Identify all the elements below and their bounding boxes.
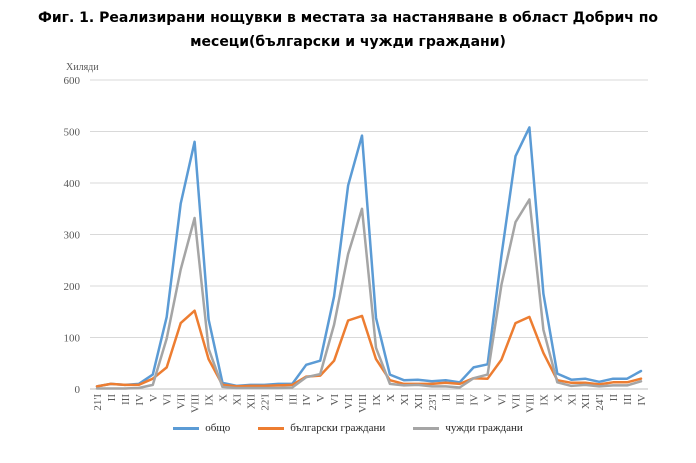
x-tick-label: VIII xyxy=(190,394,202,413)
x-tick-label: XI xyxy=(566,394,578,406)
y-tick-label: 300 xyxy=(64,230,81,242)
x-tick-label: V xyxy=(148,394,160,402)
x-tick-label: II xyxy=(608,394,620,402)
x-tick-label: 24'I xyxy=(594,394,606,411)
legend-swatch-total xyxy=(173,426,200,430)
x-tick-label: II xyxy=(441,394,453,402)
chart-title-line1: Фиг. 1. Реализирани нощувки в местата за… xyxy=(37,10,659,26)
y-tick-label: 0 xyxy=(75,384,81,396)
x-tick-label: III xyxy=(622,394,634,405)
x-tick-label: XI xyxy=(399,394,411,406)
x-tick-label: 23'I xyxy=(427,394,439,411)
x-tick-label: VII xyxy=(510,394,522,410)
y-axis-unit-label: Хиляди xyxy=(66,62,99,73)
x-tick-label: V xyxy=(483,394,495,402)
x-tick-label: XII xyxy=(580,394,592,410)
legend-label-foreign: чужди граждани xyxy=(445,422,523,434)
x-tick-label: VI xyxy=(497,394,509,406)
x-tick-label: XI xyxy=(231,394,243,406)
x-tick-label: III xyxy=(455,394,467,405)
x-tick-label: IV xyxy=(301,394,313,406)
x-tick-label: II xyxy=(106,394,118,402)
legend-swatch-bulgarian xyxy=(258,426,285,430)
x-tick-label: X xyxy=(218,394,230,402)
series-lines xyxy=(95,126,643,390)
y-tick-label: 400 xyxy=(64,178,81,190)
x-tick-label: VI xyxy=(329,394,341,406)
series-line-0 xyxy=(95,126,643,388)
x-tick-label: V xyxy=(315,394,327,402)
x-tick-label: VI xyxy=(162,394,174,406)
y-tick-label: 100 xyxy=(64,333,81,345)
chart-title: Фиг. 1. Реализирани нощувки в местата за… xyxy=(0,6,696,54)
x-tick-label: X xyxy=(385,394,397,402)
y-tick-labels: 0 100 200 300 400 500 600 xyxy=(64,75,81,396)
x-tick-label: VIII xyxy=(357,394,369,413)
series-line-1 xyxy=(95,309,643,388)
x-tick-label: IX xyxy=(371,394,383,406)
x-tick-label: 21'I xyxy=(92,394,104,411)
legend: общо български граждани чужди граждани xyxy=(0,422,696,434)
y-tick-label: 600 xyxy=(64,75,81,87)
x-tick-label: VII xyxy=(343,394,355,410)
x-tick-label: IX xyxy=(204,394,216,406)
x-tick-label: IX xyxy=(538,394,550,406)
x-tick-label: III xyxy=(120,394,132,405)
x-tick-label: IV xyxy=(134,394,146,406)
x-tick-label: III xyxy=(287,394,299,405)
legend-label-bulgarian: български граждани xyxy=(290,422,386,434)
x-tick-label: XII xyxy=(245,394,257,410)
legend-item-bulgarian: български граждани xyxy=(258,422,385,434)
x-tick-label: X xyxy=(552,394,564,402)
x-tick-label: XII xyxy=(413,394,425,410)
series-line-2 xyxy=(95,198,643,390)
x-tick-label: II xyxy=(273,394,285,402)
x-tick-label: IV xyxy=(469,394,481,406)
legend-label-total: общо xyxy=(205,422,231,434)
x-tick-labels: 21'I II III IV V VI VII VIII IX X XI XII 22'I II III IV… xyxy=(92,394,648,413)
x-tick-label: 22'I xyxy=(259,394,271,411)
y-tick-label: 500 xyxy=(64,127,81,139)
legend-swatch-foreign xyxy=(413,426,440,430)
legend-item-total: общо xyxy=(173,422,230,434)
legend-item-foreign: чужди граждани xyxy=(413,422,523,434)
y-tick-label: 200 xyxy=(64,281,81,293)
x-tick-label: VIII xyxy=(524,394,536,413)
x-tick-label: VII xyxy=(176,394,188,410)
x-tick-label: IV xyxy=(636,394,648,406)
chart-title-line2: месеци(български и чужди граждани) xyxy=(190,34,506,50)
